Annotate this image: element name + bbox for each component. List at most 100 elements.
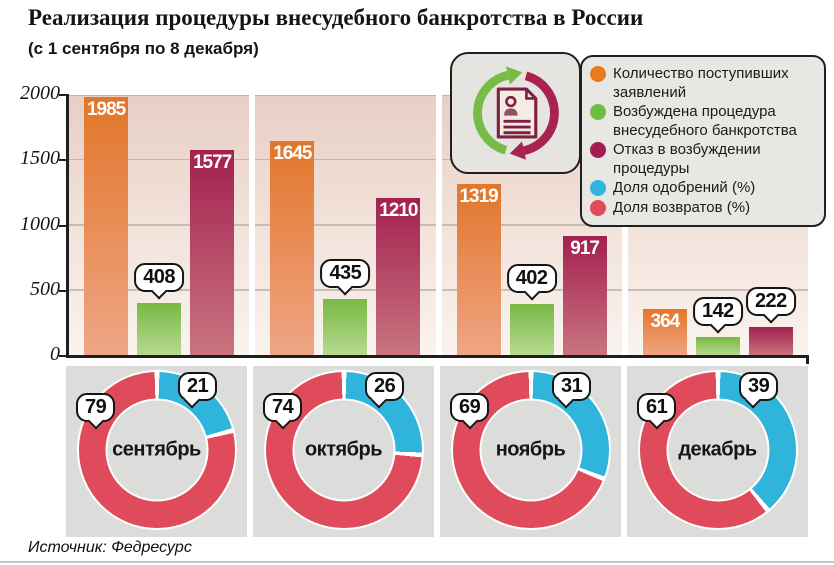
bar-slot: 1985: [84, 96, 129, 356]
bar-slot: 435: [320, 259, 371, 356]
legend-item-label: Возбуждена процедура внесудебного банкро…: [613, 103, 797, 139]
donut-panel-ноябрь: ноябрь 69 31: [440, 366, 621, 537]
legend-item-label: Доля одобрений (%): [613, 179, 756, 196]
donut-panel-сентябрь: сентябрь 79 21: [66, 366, 247, 537]
y-axis-tick: [59, 94, 66, 96]
legend-color-dot: [590, 199, 606, 216]
y-axis-tick: [59, 355, 66, 357]
legend-item-label: Доля возвратов (%): [613, 198, 751, 216]
legend-item-label: Отказ в возбуждении процедуры: [613, 141, 761, 177]
donut-hole: ноябрь: [479, 398, 582, 502]
bar: [84, 96, 129, 356]
bar: [509, 303, 554, 356]
donut-month-label: октябрь: [304, 438, 383, 461]
bar-group-сентябрь: 1985 408 1577: [69, 94, 250, 356]
gridline: [69, 158, 250, 161]
document-cycle-icon: [450, 52, 581, 174]
bar-slot: 364: [642, 308, 687, 356]
returns-share-bubble: 74: [263, 393, 303, 422]
bar: [642, 308, 687, 356]
legend-item: Возбуждена процедура внесудебного банкро…: [590, 103, 816, 140]
bar-slot: 222: [745, 287, 796, 356]
bar: [323, 299, 368, 356]
x-axis-line: [66, 355, 809, 358]
bar-value-label: 1319: [459, 185, 498, 207]
bar: [270, 141, 315, 356]
value-bubble: 435: [320, 259, 371, 289]
bar-slot: 1210: [376, 198, 421, 356]
returns-share-bubble: 69: [450, 393, 490, 422]
y-axis-line: [66, 94, 69, 358]
donut-panel-октябрь: октябрь 74 26: [253, 366, 434, 537]
y-axis-tick: [59, 289, 66, 292]
y-axis-label: 0: [50, 343, 60, 365]
y-axis-label: 1500: [20, 147, 60, 170]
bar-slot: 142: [692, 297, 743, 356]
returns-share-bubble: 61: [637, 393, 677, 422]
bar-row: 1319 402 917: [442, 95, 622, 356]
donut-chart: сентябрь: [78, 372, 235, 528]
legend-color-dot: [590, 180, 606, 196]
gridline: [255, 94, 436, 96]
donut-month-label: декабрь: [678, 438, 757, 461]
legend-color-dot: [590, 104, 606, 120]
bar: [137, 302, 182, 356]
bar-slot: 1577: [190, 150, 235, 356]
approvals-share-bubble: 21: [178, 372, 218, 401]
approvals-share-bubble: 31: [552, 372, 592, 401]
value-bubble: 402: [506, 263, 557, 293]
bar: [190, 150, 235, 356]
approvals-share-bubble: 26: [365, 372, 405, 401]
donut-panel-декабрь: декабрь 61 39: [627, 366, 808, 537]
x-axis-end-tick: [806, 355, 809, 364]
value-bubble: 142: [692, 297, 743, 327]
bar-value-label: 1645: [273, 143, 312, 165]
bar-chart: 1985 408 1577 1645 435 1210 1319 402 917 364 142 22…: [69, 94, 808, 356]
bar-row: 364 142 222: [628, 95, 808, 356]
bar-value-label: 1985: [86, 98, 126, 120]
bar-value-label: 1210: [379, 200, 418, 222]
gridline: [69, 94, 250, 96]
bar-row: 1645 435 1210: [255, 95, 435, 356]
y-axis-label: 1000: [20, 212, 60, 235]
donut-charts: сентябрь 79 21 октябрь 74 26 ноябрь 69 31 декабрь…: [66, 366, 808, 537]
donut-hole: сентябрь: [105, 398, 208, 502]
bar: [376, 198, 421, 356]
bar: [562, 236, 607, 356]
bottom-divider: [0, 561, 834, 563]
legend-item: Количество поступивших заявлений: [590, 65, 816, 102]
legend-item-label: Количество поступивших заявлений: [613, 65, 789, 101]
legend: Количество поступивших заявлений Возбужде…: [580, 55, 826, 227]
bar-slot: 408: [134, 262, 185, 356]
y-axis-tick: [59, 159, 66, 162]
donut-hole: декабрь: [666, 398, 769, 502]
donut-month-label: ноябрь: [495, 438, 566, 461]
bar-slot: 402: [506, 263, 557, 356]
y-axis-label: 500: [30, 277, 60, 300]
legend-color-dot: [590, 142, 606, 158]
bar-value-label: 364: [650, 310, 681, 332]
bar-group-октябрь: 1645 435 1210: [255, 94, 436, 356]
donut-month-label: сентябрь: [112, 438, 201, 461]
bar-value-label: 1577: [192, 152, 232, 174]
returns-share-bubble: 79: [76, 393, 116, 422]
legend-item: Доля одобрений (%): [590, 179, 816, 198]
donut-hole: октябрь: [292, 398, 395, 502]
bar: [456, 183, 501, 356]
gridline: [69, 224, 250, 226]
y-axis-label: 2000: [20, 82, 60, 104]
y-axis-tick: [59, 224, 66, 227]
value-bubble: 408: [134, 262, 185, 292]
gridline: [255, 158, 436, 161]
donut-chart: декабрь: [639, 372, 796, 528]
donut-chart: ноябрь: [452, 372, 609, 528]
bar-slot: 917: [562, 236, 607, 356]
legend-item: Доля возвратов (%): [590, 199, 816, 218]
source-note: Источник: Федресурс: [28, 539, 192, 556]
bar-slot: 1319: [456, 183, 501, 356]
legend-color-dot: [590, 66, 606, 82]
legend-item: Отказ в возбуждении процедуры: [590, 141, 816, 178]
value-bubble: 222: [745, 287, 796, 317]
bar-row: 1985 408 1577: [69, 95, 249, 356]
gridline: [627, 289, 808, 291]
